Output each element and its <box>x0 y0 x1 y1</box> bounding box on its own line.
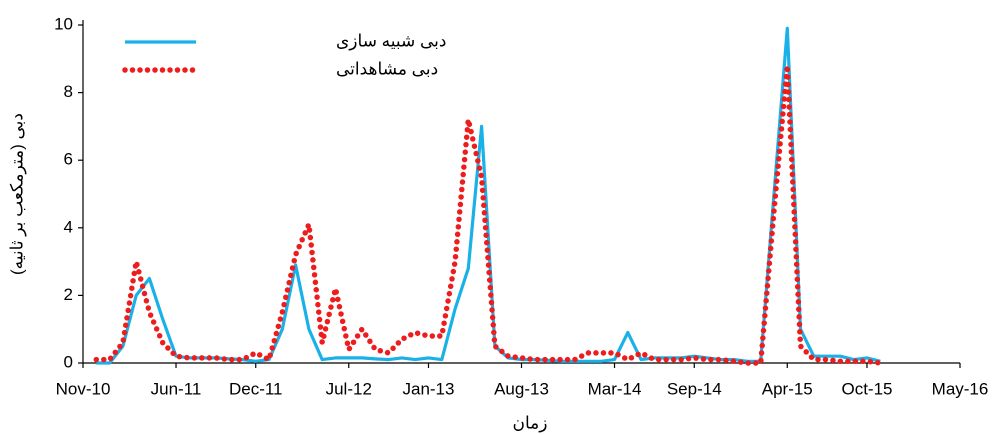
legend-label: دبی مشاهداتی <box>336 59 438 78</box>
x-tick-label: Jan-13 <box>402 379 454 398</box>
x-tick-label: Oct-15 <box>841 379 892 398</box>
y-tick-label: 2 <box>64 285 73 304</box>
y-tick-label: 4 <box>64 217 73 236</box>
x-tick-label: Jul-12 <box>326 379 372 398</box>
x-tick-label: Dec-11 <box>229 379 283 398</box>
x-tick-label: Sep-14 <box>667 379 722 398</box>
x-tick-label: Nov-10 <box>56 379 111 398</box>
y-tick-label: 8 <box>64 82 73 101</box>
x-tick-label: Aug-13 <box>494 379 549 398</box>
y-tick-label: 6 <box>64 150 73 169</box>
legend-label: دبی شبیه سازی <box>336 31 446 50</box>
series-line <box>93 65 884 366</box>
y-axis-label: دبی (مترمکعب بر ثانیه) <box>7 113 26 275</box>
x-tick-label: May-16 <box>932 379 989 398</box>
x-tick-label: Mar-14 <box>588 379 642 398</box>
x-axis-label: زمان <box>513 413 548 432</box>
y-tick-label: 10 <box>54 14 73 33</box>
x-tick-label: Jun-11 <box>151 379 202 398</box>
x-tick-label: Apr-15 <box>762 379 813 398</box>
y-tick-label: 0 <box>64 352 73 371</box>
series-line <box>96 26 881 365</box>
